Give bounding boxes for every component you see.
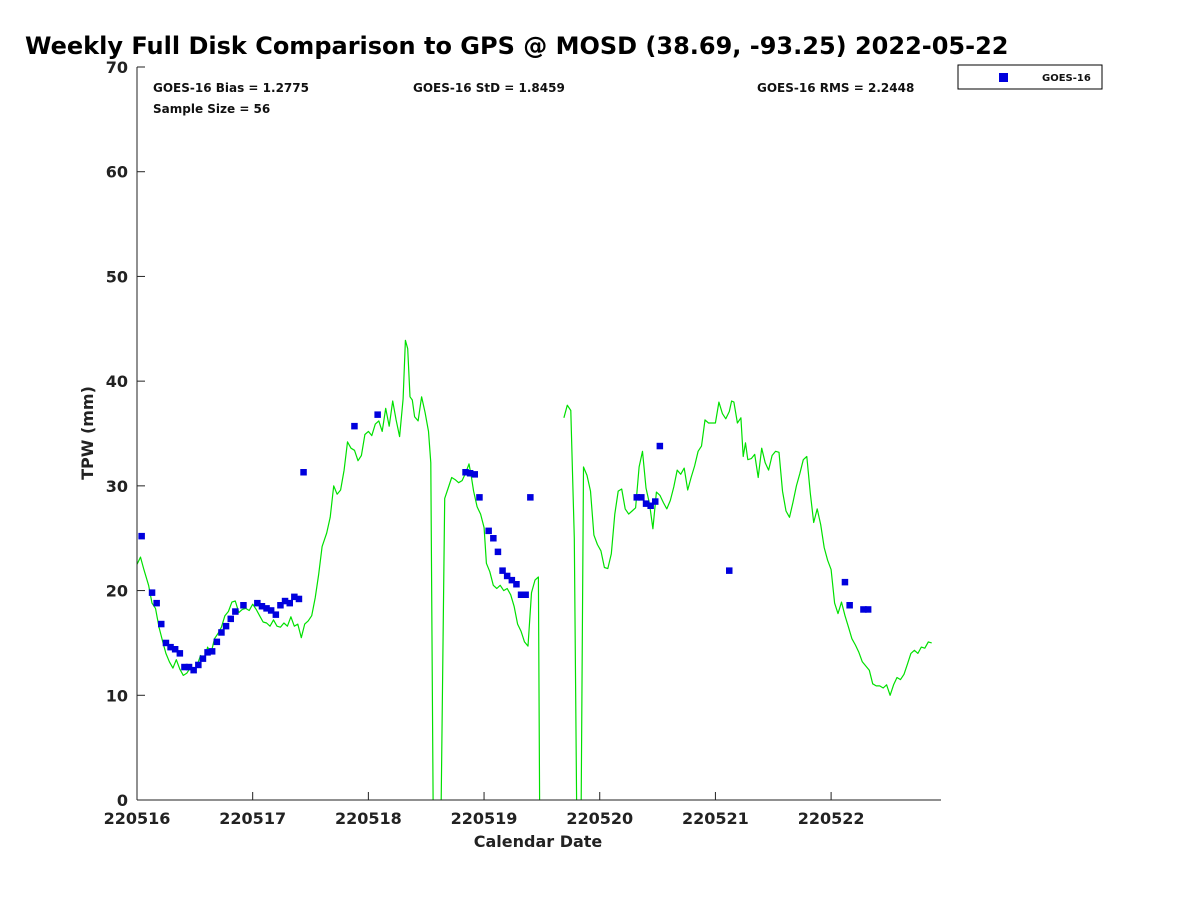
goes16-point bbox=[199, 655, 207, 662]
goes16-point bbox=[652, 498, 659, 505]
gps-series bbox=[136, 339, 932, 801]
goes16-point bbox=[158, 620, 165, 628]
goes16-point bbox=[517, 591, 525, 598]
goes16-point bbox=[494, 548, 502, 556]
goes16-point bbox=[295, 595, 303, 603]
goes16-point bbox=[267, 607, 275, 614]
goes16-point bbox=[846, 602, 853, 609]
goes16-point bbox=[351, 422, 358, 430]
goes16-point bbox=[300, 469, 307, 476]
goes16-point bbox=[471, 471, 478, 478]
x-tick-label: 220516 bbox=[104, 809, 171, 828]
gps-line-segment-2 bbox=[563, 404, 578, 801]
y-tick-label: 60 bbox=[106, 163, 128, 182]
goes16-series bbox=[138, 411, 872, 674]
goes16-point bbox=[499, 567, 506, 574]
goes16-point bbox=[508, 576, 516, 584]
legend-marker bbox=[999, 73, 1008, 82]
goes16-point bbox=[195, 661, 202, 669]
goes16-point bbox=[485, 527, 492, 535]
goes16-point bbox=[204, 649, 211, 656]
goes16-point bbox=[864, 606, 872, 613]
y-tick-label: 30 bbox=[106, 477, 128, 496]
goes16-point bbox=[263, 605, 270, 612]
y-tick-label: 10 bbox=[106, 686, 128, 705]
goes16-point bbox=[726, 567, 733, 574]
goes16-point bbox=[513, 581, 520, 588]
x-tick-label: 220520 bbox=[566, 809, 633, 828]
y-axis-label: TPW (mm) bbox=[78, 386, 97, 480]
goes16-point bbox=[633, 494, 640, 501]
goes16-point bbox=[254, 599, 261, 607]
goes16-point bbox=[181, 663, 188, 671]
y-tick-label: 0 bbox=[117, 791, 128, 810]
y-tick-label: 50 bbox=[106, 267, 128, 286]
chart-title: Weekly Full Disk Comparison to GPS @ MOS… bbox=[25, 32, 1008, 60]
goes16-point bbox=[466, 470, 474, 477]
goes16-point bbox=[190, 666, 197, 674]
goes16-point bbox=[167, 643, 174, 651]
goes16-point bbox=[860, 606, 867, 613]
y-tick-label: 70 bbox=[106, 58, 128, 77]
x-tick-label: 220517 bbox=[219, 809, 286, 828]
bias-stat: GOES-16 Bias = 1.2775 bbox=[153, 81, 309, 95]
goes16-point bbox=[148, 589, 156, 596]
goes16-point bbox=[171, 646, 179, 653]
goes16-point bbox=[374, 411, 381, 418]
goes16-point bbox=[841, 578, 849, 586]
goes16-point bbox=[162, 639, 170, 647]
rms-stat: GOES-16 RMS = 2.2448 bbox=[757, 81, 914, 95]
goes16-point bbox=[218, 629, 225, 636]
goes16-point bbox=[208, 648, 216, 655]
goes16-point bbox=[291, 593, 298, 601]
goes16-point bbox=[240, 602, 247, 609]
x-tick-label: 220519 bbox=[451, 809, 518, 828]
x-axis-label: Calendar Date bbox=[474, 832, 603, 851]
goes16-point bbox=[153, 599, 160, 607]
goes16-point bbox=[213, 638, 221, 646]
legend: GOES-16 bbox=[957, 64, 1103, 90]
goes16-point bbox=[286, 599, 293, 607]
goes16-point bbox=[232, 608, 239, 615]
goes16-point bbox=[462, 469, 469, 476]
goes16-point bbox=[281, 597, 289, 605]
sample-size-stat: Sample Size = 56 bbox=[153, 102, 270, 116]
goes16-point bbox=[138, 532, 145, 540]
std-stat: GOES-16 StD = 1.8459 bbox=[413, 81, 565, 95]
goes16-point bbox=[176, 650, 184, 657]
goes16-point bbox=[277, 602, 284, 609]
gps-line-segment-3 bbox=[580, 400, 932, 801]
goes16-point bbox=[642, 500, 650, 507]
x-tick-label: 220518 bbox=[335, 809, 402, 828]
x-tick-label: 220522 bbox=[798, 809, 865, 828]
goes16-point bbox=[185, 663, 193, 671]
goes16-point bbox=[638, 494, 645, 501]
goes16-point bbox=[227, 615, 234, 623]
axes: 0 10 20 30 40 50 60 70 220516 220517 220518 220519 2… bbox=[104, 58, 941, 828]
goes16-point bbox=[522, 591, 529, 598]
goes16-point bbox=[527, 494, 534, 501]
gps-line-segment-0 bbox=[136, 339, 434, 801]
goes16-point bbox=[656, 442, 664, 450]
goes16-point bbox=[222, 622, 230, 630]
legend-label: GOES-16 bbox=[1042, 73, 1091, 84]
y-tick-label: 40 bbox=[106, 372, 128, 391]
y-tick-label: 20 bbox=[106, 582, 128, 601]
goes16-point bbox=[503, 572, 511, 580]
goes16-point bbox=[258, 603, 266, 610]
goes16-point bbox=[490, 535, 497, 542]
goes16-point bbox=[476, 494, 483, 501]
goes16-point bbox=[647, 502, 654, 509]
legend-box bbox=[957, 64, 1103, 90]
gps-line-segment-1 bbox=[440, 463, 541, 801]
goes16-point bbox=[272, 611, 280, 618]
x-tick-label: 220521 bbox=[682, 809, 749, 828]
